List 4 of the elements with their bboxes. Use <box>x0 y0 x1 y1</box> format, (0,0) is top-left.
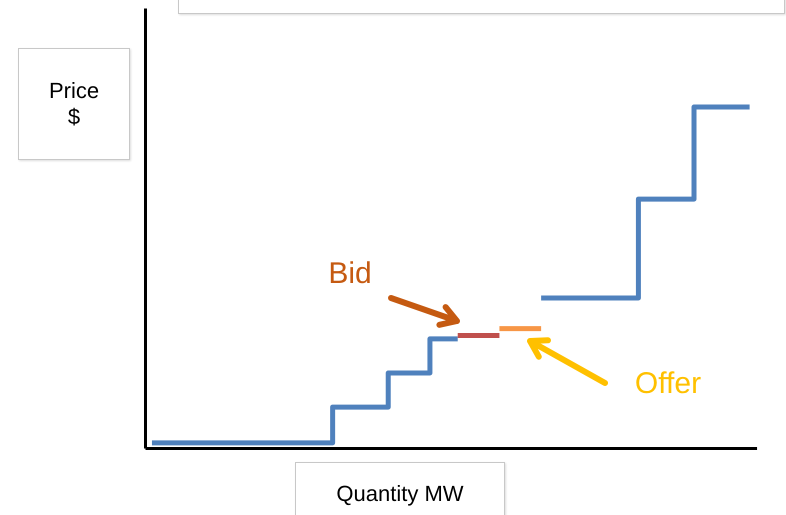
annotation: Bid <box>328 256 372 290</box>
x-axis-title: Quantity MW <box>295 462 505 515</box>
y-axis-title: Price $ <box>18 48 130 160</box>
annotation: Offer <box>634 366 702 400</box>
